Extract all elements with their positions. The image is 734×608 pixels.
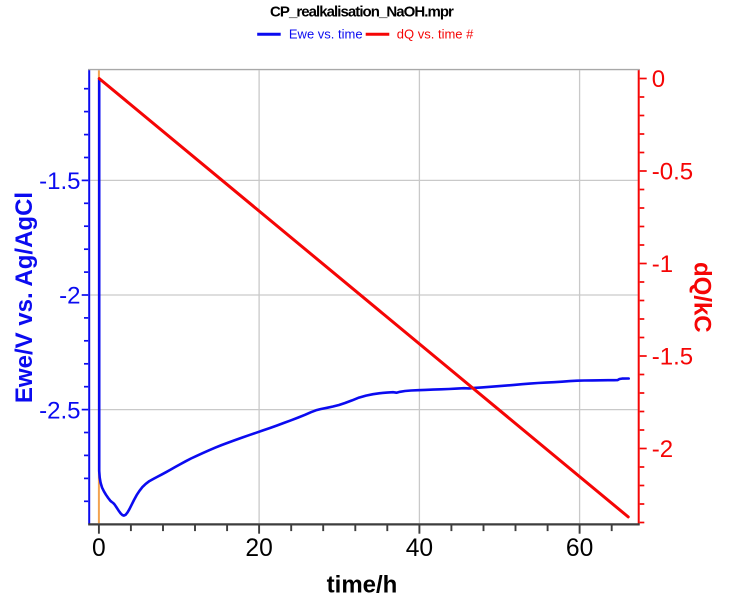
svg-text:-1: -1	[652, 251, 673, 278]
svg-text:0: 0	[652, 66, 665, 93]
svg-text:dQ/kC: dQ/kC	[689, 262, 716, 333]
svg-text:dQ vs. time #: dQ vs. time #	[397, 27, 474, 42]
svg-text:60: 60	[566, 535, 593, 562]
svg-text:40: 40	[406, 535, 433, 562]
svg-text:Ewe/V vs. Ag/AgCl: Ewe/V vs. Ag/AgCl	[11, 192, 38, 403]
svg-text:-1.5: -1.5	[652, 344, 693, 371]
svg-text:Ewe vs. time: Ewe vs. time	[289, 27, 363, 42]
svg-text:20: 20	[245, 535, 272, 562]
svg-text:-2: -2	[59, 283, 80, 310]
svg-text:time/h: time/h	[327, 571, 398, 598]
svg-text:-1.5: -1.5	[39, 168, 80, 195]
svg-text:-0.5: -0.5	[652, 159, 693, 186]
svg-text:-2: -2	[652, 436, 673, 463]
svg-text:CP_realkalisation_NaOH.mpr: CP_realkalisation_NaOH.mpr	[270, 4, 454, 21]
svg-text:0: 0	[92, 535, 106, 562]
svg-text:-2.5: -2.5	[39, 397, 80, 424]
